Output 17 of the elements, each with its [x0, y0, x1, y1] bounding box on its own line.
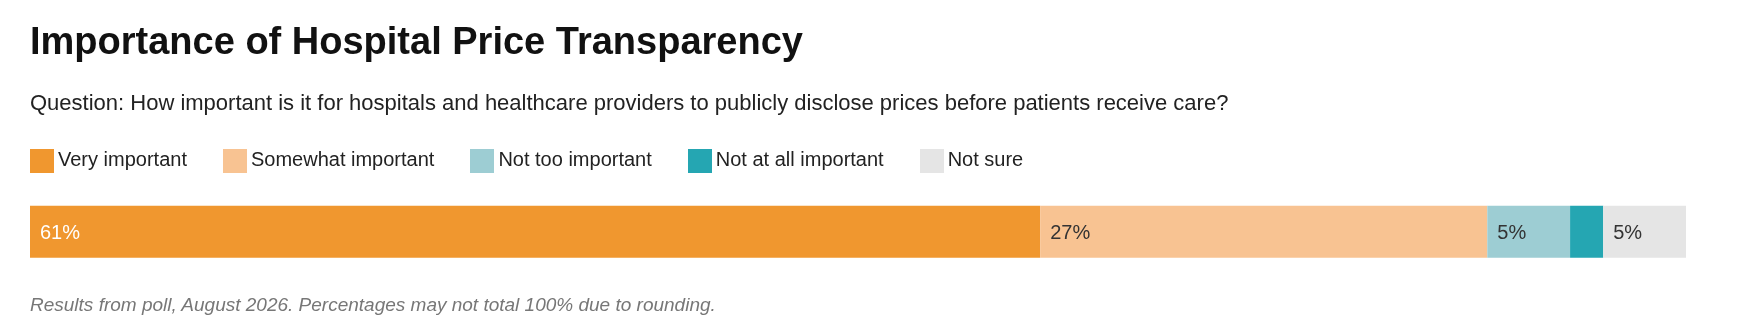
bar	[1603, 205, 1686, 258]
chart-subtitle: Question: How important is it for hospitals and healthcare providers to publicly disclose prices before patients receive care?	[30, 90, 1229, 116]
chart-title: Importance of Hospital Price Transparency	[30, 20, 803, 63]
bar	[1487, 205, 1571, 258]
legend-label: Very important	[58, 148, 187, 170]
bar	[1570, 205, 1604, 258]
data-label: 27%	[1050, 220, 1091, 243]
legend-label: Somewhat important	[250, 148, 435, 170]
data-label: 5%	[1497, 220, 1527, 243]
data-label: 61%	[40, 220, 81, 243]
data-label: 5%	[1613, 220, 1643, 243]
text: Results from poll, August 2026. Percentages may not total 100% due to rounding.	[30, 294, 716, 316]
legend-label: Not too important	[498, 148, 652, 170]
bar	[30, 205, 1041, 258]
legend-label: Not at all important	[715, 148, 884, 170]
bar	[1040, 205, 1488, 258]
legend-label: Not sure	[947, 148, 1024, 170]
